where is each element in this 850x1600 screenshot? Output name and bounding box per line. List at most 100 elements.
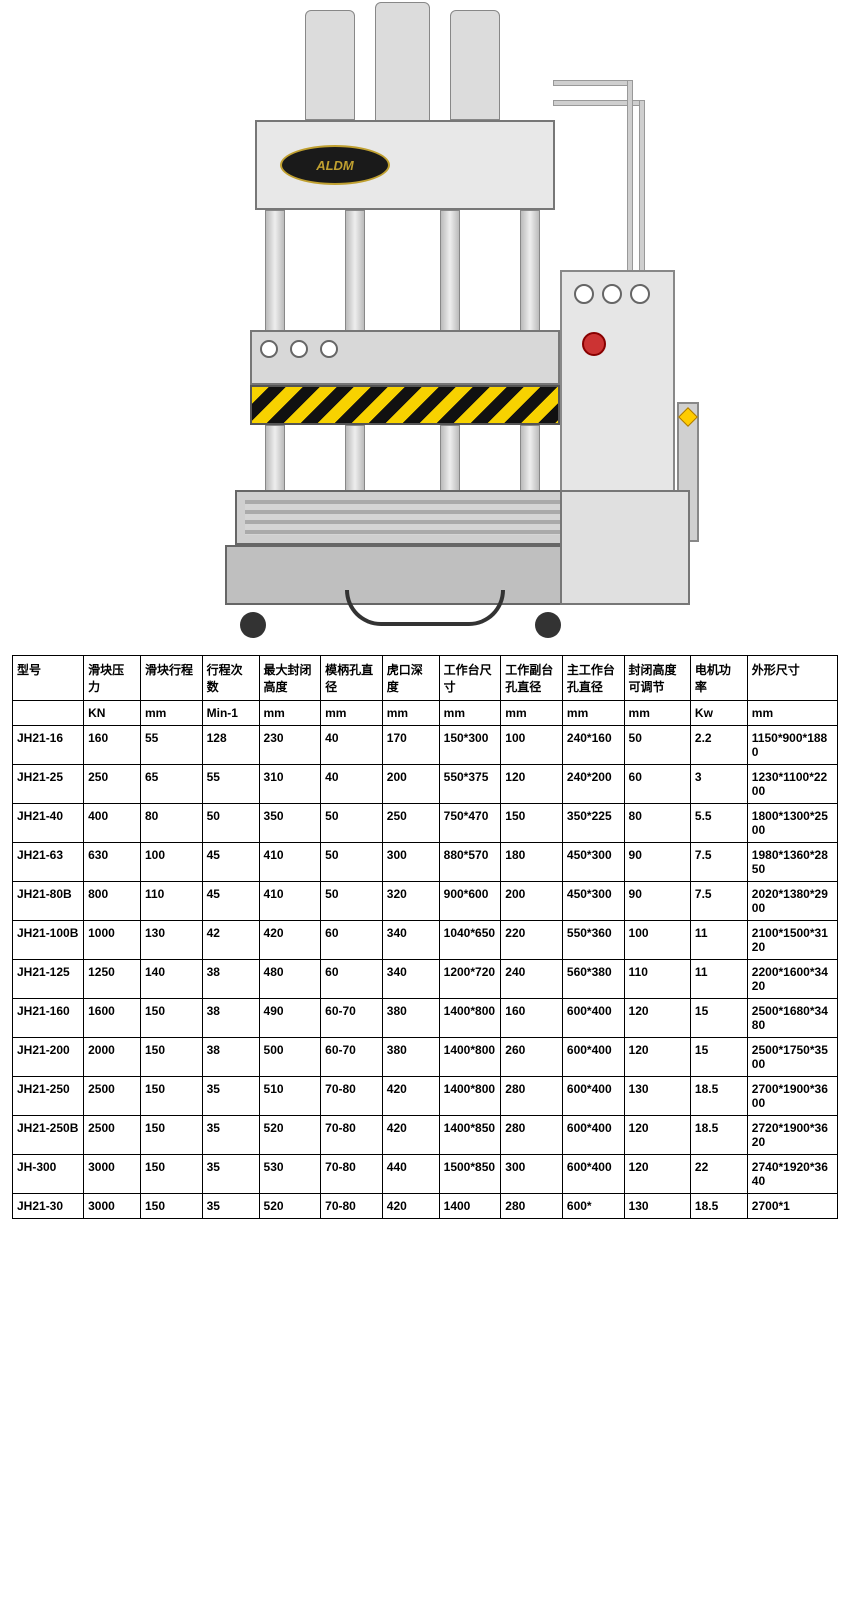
table-row: JH-30030001503553070-804401500*850300600… bbox=[13, 1155, 838, 1194]
table-cell: 1400*800 bbox=[439, 1077, 501, 1116]
table-cell: 550*360 bbox=[562, 921, 624, 960]
table-cell: 11 bbox=[690, 960, 747, 999]
table-cell: 220 bbox=[501, 921, 563, 960]
table-cell: 38 bbox=[202, 999, 259, 1038]
unit-header: mm bbox=[259, 701, 321, 726]
table-cell: 38 bbox=[202, 1038, 259, 1077]
gauge-icon bbox=[602, 284, 622, 304]
table-body: JH21-161605512823040170150*300100240*160… bbox=[13, 726, 838, 1219]
table-cell: 128 bbox=[202, 726, 259, 765]
gauge-icon bbox=[260, 340, 278, 358]
table-cell: JH21-30 bbox=[13, 1194, 84, 1219]
pipe-icon bbox=[627, 80, 633, 280]
table-cell: JH21-160 bbox=[13, 999, 84, 1038]
pillar-icon bbox=[265, 425, 285, 495]
unit-header: Kw bbox=[690, 701, 747, 726]
table-cell: 35 bbox=[202, 1116, 259, 1155]
cylinder-icon bbox=[305, 10, 355, 120]
table-cell: 1250 bbox=[84, 960, 141, 999]
press-top-cylinders bbox=[275, 10, 535, 130]
table-cell: 2500*1680*3480 bbox=[747, 999, 837, 1038]
table-cell: 500 bbox=[259, 1038, 321, 1077]
column-header: 滑块行程 bbox=[141, 656, 203, 701]
table-cell: 80 bbox=[141, 804, 203, 843]
hazard-stripe-icon bbox=[250, 385, 560, 425]
table-cell: JH21-40 bbox=[13, 804, 84, 843]
table-cell: 250 bbox=[84, 765, 141, 804]
table-cell: 600*400 bbox=[562, 1077, 624, 1116]
unit-header: mm bbox=[562, 701, 624, 726]
unit-header: mm bbox=[439, 701, 501, 726]
column-header: 最大封闭高度 bbox=[259, 656, 321, 701]
table-cell: 310 bbox=[259, 765, 321, 804]
table-cell: 510 bbox=[259, 1077, 321, 1116]
table-cell: 50 bbox=[202, 804, 259, 843]
table-cell: 15 bbox=[690, 1038, 747, 1077]
table-cell: 240*200 bbox=[562, 765, 624, 804]
table-cell: JH-300 bbox=[13, 1155, 84, 1194]
table-row: JH21-125125014038480603401200*720240560*… bbox=[13, 960, 838, 999]
table-cell: 900*600 bbox=[439, 882, 501, 921]
gauge-icon bbox=[290, 340, 308, 358]
table-cell: 18.5 bbox=[690, 1194, 747, 1219]
table-cell: 45 bbox=[202, 882, 259, 921]
table-cell: 50 bbox=[321, 804, 383, 843]
table-cell: JH21-63 bbox=[13, 843, 84, 882]
table-cell: 2020*1380*2900 bbox=[747, 882, 837, 921]
table-cell: 100 bbox=[624, 921, 690, 960]
table-cell: 420 bbox=[382, 1077, 439, 1116]
table-cell: 80 bbox=[624, 804, 690, 843]
table-cell: JH21-16 bbox=[13, 726, 84, 765]
unit-header: mm bbox=[382, 701, 439, 726]
table-row: JH21-250B25001503552070-804201400*850280… bbox=[13, 1116, 838, 1155]
table-cell: 240 bbox=[501, 960, 563, 999]
units-row: KNmmMin-1mmmmmmmmmmmmmmKwmm bbox=[13, 701, 838, 726]
table-cell: JH21-200 bbox=[13, 1038, 84, 1077]
unit-header: mm bbox=[624, 701, 690, 726]
table-cell: 130 bbox=[624, 1194, 690, 1219]
table-cell: 530 bbox=[259, 1155, 321, 1194]
table-cell: 1980*1360*2850 bbox=[747, 843, 837, 882]
table-cell: 50 bbox=[321, 882, 383, 921]
table-cell: 120 bbox=[501, 765, 563, 804]
table-cell: 42 bbox=[202, 921, 259, 960]
column-header: 封闭高度可调节 bbox=[624, 656, 690, 701]
table-cell: 1400*800 bbox=[439, 1038, 501, 1077]
table-cell: 150 bbox=[141, 1194, 203, 1219]
table-row: JH21-20020001503850060-703801400*8002606… bbox=[13, 1038, 838, 1077]
table-cell: 380 bbox=[382, 999, 439, 1038]
table-cell: 410 bbox=[259, 843, 321, 882]
table-cell: 45 bbox=[202, 843, 259, 882]
table-cell: 340 bbox=[382, 960, 439, 999]
table-cell: 100 bbox=[141, 843, 203, 882]
table-cell: 90 bbox=[624, 882, 690, 921]
table-cell: 2720*1900*3620 bbox=[747, 1116, 837, 1155]
pipe-icon bbox=[553, 80, 633, 86]
table-cell: 200 bbox=[501, 882, 563, 921]
table-cell: 600*400 bbox=[562, 1038, 624, 1077]
cylinder-icon bbox=[375, 2, 430, 122]
table-cell: 410 bbox=[259, 882, 321, 921]
table-cell: 90 bbox=[624, 843, 690, 882]
table-cell: 260 bbox=[501, 1038, 563, 1077]
table-cell: 2700*1 bbox=[747, 1194, 837, 1219]
table-cell: 1200*720 bbox=[439, 960, 501, 999]
spec-table: 型号滑块压力滑块行程行程次数最大封闭高度模柄孔直径虎口深度工作台尺寸工作副台孔直… bbox=[12, 655, 838, 1219]
table-cell: 400 bbox=[84, 804, 141, 843]
table-cell: 2500*1750*3500 bbox=[747, 1038, 837, 1077]
table-cell: 520 bbox=[259, 1194, 321, 1219]
table-cell: 750*470 bbox=[439, 804, 501, 843]
table-cell: 280 bbox=[501, 1077, 563, 1116]
table-cell: 70-80 bbox=[321, 1077, 383, 1116]
table-cell: 160 bbox=[84, 726, 141, 765]
table-head: 型号滑块压力滑块行程行程次数最大封闭高度模柄孔直径虎口深度工作台尺寸工作副台孔直… bbox=[13, 656, 838, 726]
table-cell: 420 bbox=[259, 921, 321, 960]
table-cell: 140 bbox=[141, 960, 203, 999]
table-cell: JH21-125 bbox=[13, 960, 84, 999]
caster-icon bbox=[240, 612, 266, 638]
pillar-icon bbox=[345, 425, 365, 495]
table-cell: 150 bbox=[141, 1038, 203, 1077]
column-header: 电机功率 bbox=[690, 656, 747, 701]
table-cell: 7.5 bbox=[690, 843, 747, 882]
pillar-icon bbox=[440, 425, 460, 495]
